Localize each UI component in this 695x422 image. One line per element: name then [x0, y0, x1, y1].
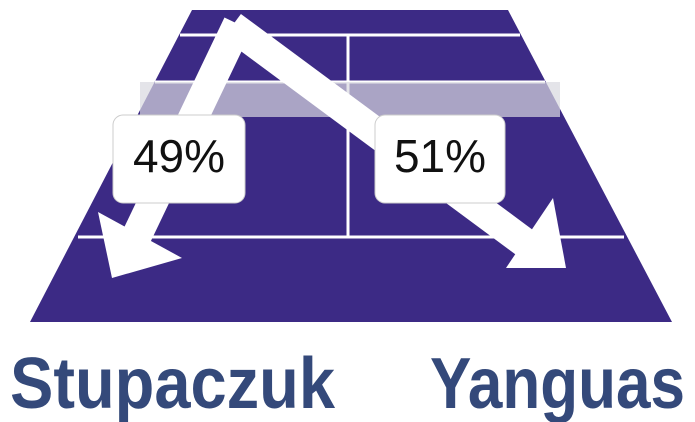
share-label: 51% — [394, 130, 486, 182]
player-name: Yanguas — [430, 344, 685, 422]
player-name: Stupaczuk — [10, 344, 336, 422]
share-label: 49% — [133, 130, 225, 182]
page: 49% 51% Stupaczuk Yanguas (() => { const… — [0, 0, 695, 422]
serve-direction-graphic: 49% 51% Stupaczuk Yanguas — [0, 0, 695, 422]
